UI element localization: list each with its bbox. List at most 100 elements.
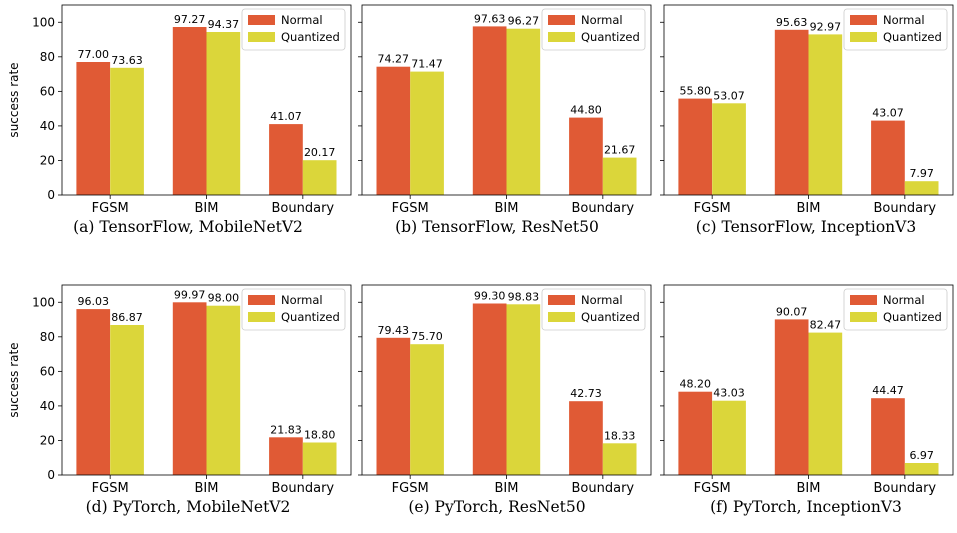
quantized-bar bbox=[808, 34, 843, 196]
y-tick-label: 100 bbox=[32, 295, 55, 309]
quantized-bar bbox=[904, 181, 939, 195]
y-tick-label: 80 bbox=[40, 50, 55, 64]
quantized-bar bbox=[302, 160, 337, 195]
bar-value-label: 71.47 bbox=[411, 58, 443, 71]
subfigure-caption: (e) PyTorch, ResNet50 bbox=[408, 498, 586, 516]
bar-value-label: 53.07 bbox=[713, 89, 745, 102]
y-tick-label: 60 bbox=[40, 84, 55, 98]
legend-swatch-quantized bbox=[248, 312, 275, 322]
y-axis-label: success rate bbox=[7, 62, 21, 137]
y-tick-label: 40 bbox=[40, 119, 55, 133]
bar-value-label: 41.07 bbox=[270, 110, 302, 123]
quantized-bar bbox=[506, 28, 541, 196]
quantized-bar bbox=[410, 344, 444, 475]
bar-value-label: 98.00 bbox=[208, 292, 240, 305]
quantized-bar bbox=[110, 67, 144, 195]
bar-value-label: 43.07 bbox=[872, 107, 904, 120]
y-tick-label: 40 bbox=[40, 399, 55, 413]
legend-swatch-quantized bbox=[248, 32, 275, 42]
y-tick-label: 100 bbox=[32, 15, 55, 29]
x-tick-label: FGSM bbox=[92, 201, 129, 216]
bar-value-label: 44.47 bbox=[872, 384, 904, 397]
y-tick-label: 20 bbox=[40, 433, 55, 447]
quantized-bar bbox=[410, 71, 444, 195]
y-tick-label: 80 bbox=[40, 330, 55, 344]
normal-bar bbox=[678, 391, 713, 475]
legend-swatch-quantized bbox=[548, 312, 575, 322]
bar-value-label: 92.97 bbox=[810, 20, 842, 33]
legend-label: Quantized bbox=[883, 30, 942, 44]
legend-swatch-normal bbox=[850, 15, 877, 25]
normal-bar bbox=[472, 303, 507, 475]
legend-swatch-quantized bbox=[850, 312, 877, 322]
x-tick-label: BIM bbox=[495, 481, 519, 496]
quantized-bar bbox=[904, 463, 939, 475]
normal-bar bbox=[76, 309, 111, 475]
legend-label: Normal bbox=[883, 13, 925, 27]
x-tick-label: BIM bbox=[195, 201, 219, 216]
normal-bar bbox=[774, 29, 809, 195]
bar-value-label: 99.30 bbox=[474, 290, 506, 303]
y-tick-label: 0 bbox=[47, 188, 55, 202]
quantized-bar bbox=[302, 442, 337, 475]
x-tick-label: BIM bbox=[797, 481, 821, 496]
quantized-bar bbox=[712, 103, 746, 195]
bar-value-label: 7.97 bbox=[909, 167, 934, 180]
bar-value-label: 86.87 bbox=[111, 311, 143, 324]
legend-label: Quantized bbox=[281, 310, 340, 324]
bar-value-label: 55.80 bbox=[680, 85, 712, 98]
quantized-bar bbox=[206, 305, 241, 475]
bar-value-label: 21.67 bbox=[604, 144, 636, 157]
bar-value-label: 97.63 bbox=[474, 12, 506, 25]
x-tick-label: BIM bbox=[195, 481, 219, 496]
bar-value-label: 73.63 bbox=[111, 54, 143, 67]
bar-value-label: 90.07 bbox=[776, 305, 808, 318]
x-tick-label: FGSM bbox=[392, 481, 429, 496]
normal-bar bbox=[269, 437, 303, 475]
legend-label: Normal bbox=[883, 293, 925, 307]
bar-value-label: 75.70 bbox=[411, 330, 443, 343]
quantized-bar bbox=[602, 443, 637, 475]
legend-swatch-normal bbox=[548, 15, 575, 25]
bar-value-label: 98.83 bbox=[508, 290, 540, 303]
normal-bar bbox=[269, 124, 303, 195]
x-tick-label: FGSM bbox=[392, 201, 429, 216]
legend-swatch-normal bbox=[548, 295, 575, 305]
bar-value-label: 44.80 bbox=[570, 104, 602, 117]
subfigure-caption: (a) TensorFlow, MobileNetV2 bbox=[73, 218, 303, 236]
bar-value-label: 48.20 bbox=[680, 378, 712, 391]
normal-bar bbox=[376, 66, 411, 195]
bar-value-label: 97.27 bbox=[174, 13, 206, 26]
x-tick-label: Boundary bbox=[272, 481, 335, 496]
legend-label: Normal bbox=[281, 13, 323, 27]
legend-label: Normal bbox=[581, 13, 623, 27]
x-tick-label: Boundary bbox=[272, 201, 335, 216]
x-tick-label: Boundary bbox=[572, 201, 635, 216]
bar-value-label: 21.83 bbox=[270, 423, 302, 436]
bar-value-label: 18.80 bbox=[304, 429, 336, 442]
legend-swatch-normal bbox=[850, 295, 877, 305]
legend-label: Normal bbox=[581, 293, 623, 307]
subfigure-caption: (f) PyTorch, InceptionV3 bbox=[710, 498, 902, 516]
x-tick-label: FGSM bbox=[92, 481, 129, 496]
quantized-bar bbox=[506, 304, 541, 475]
x-tick-label: FGSM bbox=[694, 481, 731, 496]
quantized-bar bbox=[602, 157, 637, 195]
bar-value-label: 6.97 bbox=[909, 449, 934, 462]
bar-value-label: 74.27 bbox=[378, 53, 410, 66]
quantized-bar bbox=[206, 32, 241, 195]
bar-value-label: 96.03 bbox=[78, 295, 110, 308]
subfigure-caption: (b) TensorFlow, ResNet50 bbox=[395, 218, 599, 236]
y-axis-label: success rate bbox=[7, 342, 21, 417]
bar-value-label: 94.37 bbox=[208, 18, 240, 31]
x-tick-label: BIM bbox=[797, 201, 821, 216]
legend-label: Normal bbox=[281, 293, 323, 307]
normal-bar bbox=[172, 27, 207, 195]
normal-bar bbox=[472, 26, 507, 196]
normal-bar bbox=[678, 98, 713, 195]
